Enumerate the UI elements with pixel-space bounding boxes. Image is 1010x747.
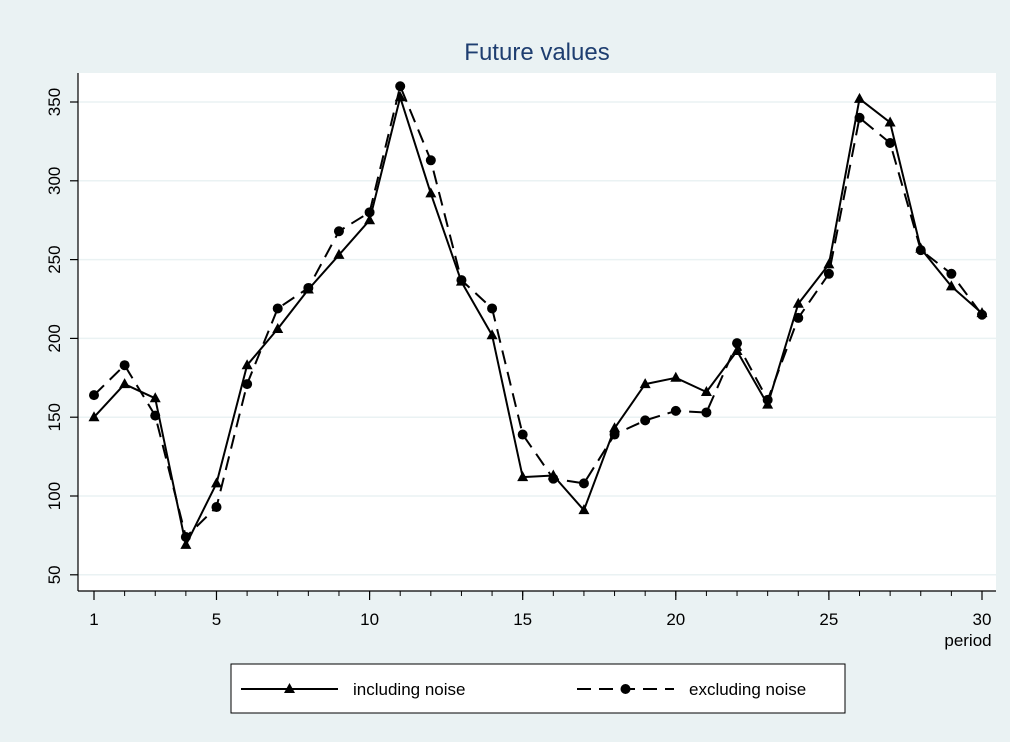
point-0-2 [119,378,131,389]
x-tick-label-10: 10 [360,610,379,629]
gridlines [78,101,996,576]
point-0-15 [517,471,529,482]
point-0-9 [333,248,345,259]
point-0-17 [578,504,590,515]
axes [77,73,996,592]
point-0-20 [670,371,682,382]
point-1-3 [150,410,161,421]
point-1-16 [548,473,559,484]
point-0-5 [210,477,222,488]
x-axis-label: period [944,631,991,650]
point-1-28 [915,245,926,256]
point-0-27 [884,116,896,127]
point-1-12 [425,155,436,166]
y-tick-label-250: 250 [45,245,64,273]
y-tick-label-150: 150 [45,403,64,431]
series-line-0 [93,96,983,546]
point-1-24 [793,312,804,323]
point-1-4 [180,531,191,542]
point-0-12 [425,187,437,198]
point-1-7 [272,303,283,314]
x-tick-label-5: 5 [212,610,221,629]
legend-label-excluding-noise: excluding noise [689,680,806,699]
point-1-20 [670,405,681,416]
y-tick-label-50: 50 [45,565,64,584]
point-0-18 [609,422,621,433]
point-1-11 [395,81,406,92]
point-0-29 [945,280,957,291]
legend: including noise excluding noise [230,663,846,714]
legend-label-including-noise: including noise [353,680,465,699]
x-tick-label-1: 1 [89,610,98,629]
point-0-4 [180,538,192,549]
point-0-10 [364,214,376,225]
point-0-25 [823,258,835,269]
point-1-6 [242,379,253,390]
x-tick-label-30: 30 [973,610,992,629]
point-1-10 [364,207,375,218]
x-tick-label-20: 20 [666,610,685,629]
point-0-19 [639,378,651,389]
point-1-13 [456,275,467,286]
plot-area [78,73,996,591]
point-0-26 [854,92,866,103]
point-0-3 [149,392,161,403]
point-0-22 [731,345,743,356]
point-1-22 [732,338,743,349]
point-1-14 [487,303,498,314]
y-tick-label-200: 200 [45,324,64,352]
point-0-1 [88,411,100,422]
point-1-18 [609,429,620,440]
y-tick-label-300: 300 [45,167,64,195]
point-1-27 [885,137,896,148]
x-tick-label-15: 15 [513,610,532,629]
y-tick-label-100: 100 [45,482,64,510]
point-1-8 [303,282,314,293]
x-axis-ticks: 1 5 10 15 20 25 30 [89,591,991,629]
legend-marker-circle [620,684,631,694]
point-1-17 [578,478,589,489]
point-1-9 [333,226,344,237]
chart-title: Future values [464,39,609,66]
series-layer [88,81,988,549]
point-1-19 [640,415,651,426]
series-line-1 [93,85,983,538]
legend-marker-triangle [284,683,295,693]
point-1-29 [946,268,957,279]
series-excluding-noise [89,81,987,542]
y-tick-label-350: 350 [45,88,64,116]
point-1-25 [823,268,834,279]
series-including-noise [88,91,988,549]
point-0-14 [486,329,498,340]
point-1-26 [854,112,865,123]
point-1-1 [89,390,99,401]
point-1-5 [211,502,222,513]
y-axis-ticks: 50 100 150 200 250 300 350 [45,88,78,584]
point-1-2 [119,360,130,371]
point-0-7 [272,322,284,333]
point-0-6 [241,359,253,370]
point-0-21 [700,385,712,396]
point-1-23 [762,394,773,405]
x-tick-label-25: 25 [819,610,838,629]
point-0-24 [792,297,804,308]
point-1-21 [701,407,712,418]
point-1-30 [977,309,987,320]
point-1-15 [517,429,528,440]
